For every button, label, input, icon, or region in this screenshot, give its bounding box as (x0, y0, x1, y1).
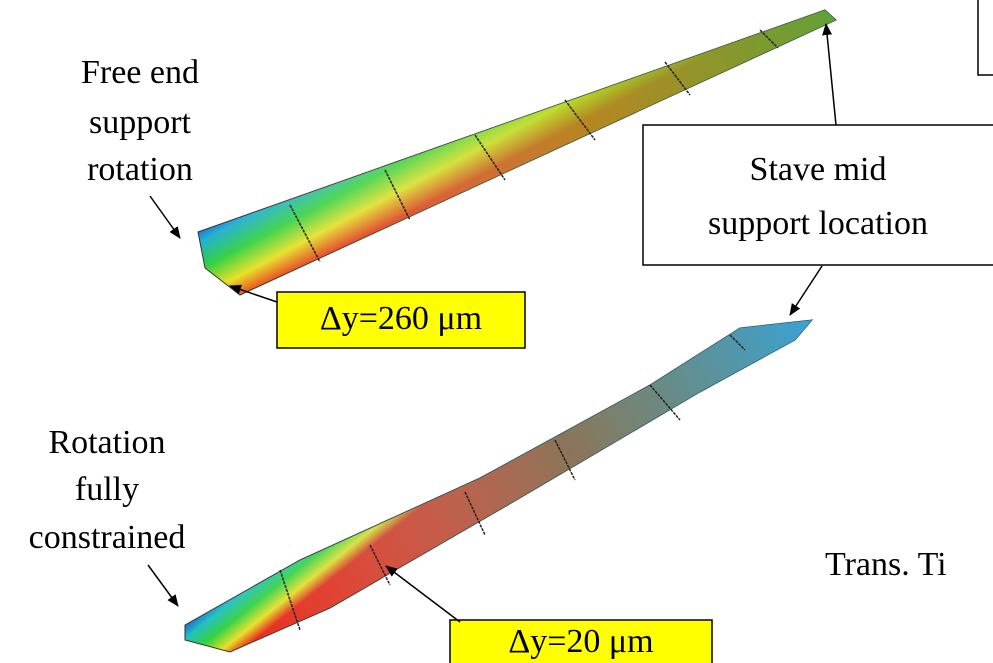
label: rotation (87, 151, 193, 188)
arrow (148, 565, 178, 606)
label: Stave mid (750, 151, 887, 188)
label: Trans. Ti (825, 546, 947, 583)
beam-bottom (185, 320, 812, 652)
label: Δy=20 μm (508, 623, 653, 660)
slide: Free end support rotation Stave mid supp… (0, 0, 993, 663)
label: support (89, 104, 192, 141)
label: fully (75, 471, 139, 508)
label: support location (708, 205, 928, 242)
arrow (790, 266, 822, 315)
label: constrained (29, 519, 186, 556)
arrow (150, 196, 180, 238)
arrow (386, 566, 460, 622)
box-edge (978, 0, 993, 75)
label: Δy=260 μm (320, 300, 482, 337)
label: Rotation (48, 424, 165, 461)
label: Free end (81, 54, 199, 91)
arrow (826, 24, 836, 125)
callout-box (643, 125, 993, 265)
